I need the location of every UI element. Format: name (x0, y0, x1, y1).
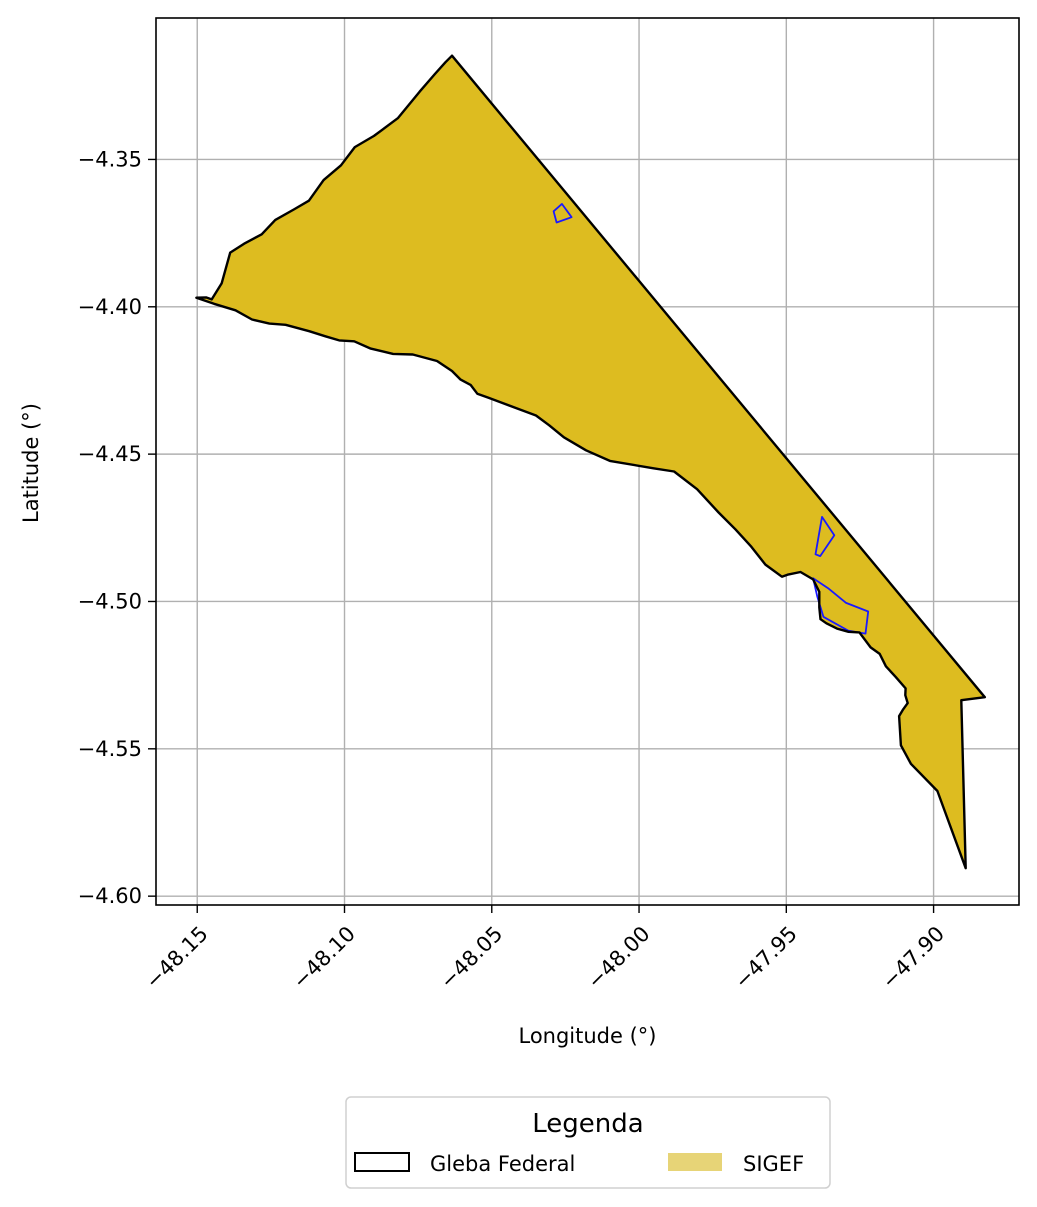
x-tick-label: −47.90 (877, 922, 949, 994)
sigef-area (196, 55, 985, 869)
y-tick-label: −4.45 (78, 442, 142, 466)
legend-title: Legenda (532, 1109, 643, 1139)
sigef-parcel-outline (552, 202, 573, 224)
x-tick-label: −47.95 (730, 922, 802, 994)
y-tick-label: −4.55 (78, 737, 142, 761)
grid-lines (156, 18, 1019, 905)
legend-gleba-label: Gleba Federal (430, 1152, 575, 1176)
x-tick-label: −48.00 (583, 922, 655, 994)
legend-sigef-swatch (668, 1153, 722, 1171)
legend-sigef-label: SIGEF (743, 1152, 804, 1176)
y-tick-label: −4.35 (78, 147, 142, 171)
sigef-parcel-outline (814, 516, 836, 557)
legend-gleba-swatch (354, 1152, 410, 1172)
y-tick-label: −4.60 (78, 884, 142, 908)
y-tick-label: −4.50 (78, 589, 142, 613)
map-data (195, 54, 986, 870)
x-tick-label: −48.05 (435, 922, 507, 994)
axes-frame (155, 17, 1020, 906)
legend: Legenda Gleba Federal SIGEF (345, 1096, 831, 1189)
y-tick-label: −4.40 (78, 295, 142, 319)
x-tick-label: −48.10 (288, 922, 360, 994)
x-axis-label: Longitude (°) (518, 1024, 656, 1048)
y-axis-label: Latitude (°) (19, 403, 43, 523)
x-tick-label: −48.15 (141, 922, 213, 994)
gleba-federal-outline (195, 54, 986, 870)
